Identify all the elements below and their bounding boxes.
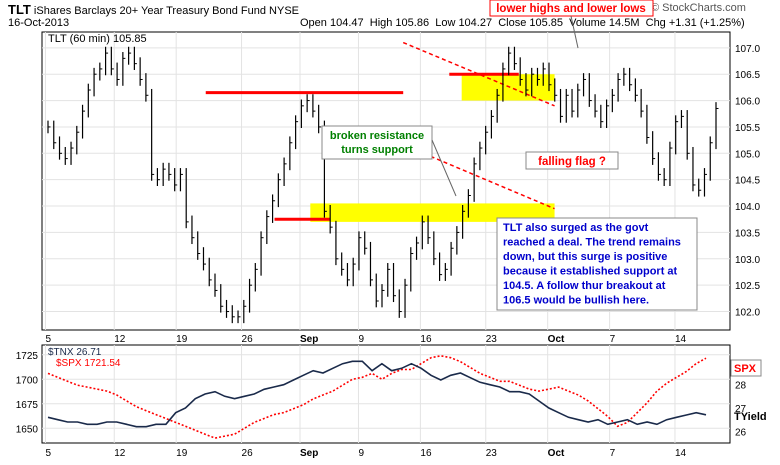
spx-legend: $SPX 1721.54 [56, 358, 121, 369]
low-value: Low 104.27 [435, 17, 493, 29]
lower-x-tick-label: 5 [45, 448, 51, 459]
y-tick-label: 104.5 [735, 176, 760, 187]
fund-name: iShares Barclays 20+ Year Treasury Bond … [33, 5, 266, 17]
symbol: TLT [8, 2, 31, 17]
callout-box-commentary [496, 217, 698, 311]
main-legend: TLT (60 min) 105.85 [48, 33, 147, 45]
lower-left-tick: 1675 [16, 400, 39, 411]
x-tick-label: 19 [176, 334, 188, 345]
commentary-line: 106.5 would be bullish here. [503, 295, 649, 307]
y-tick-label: 104.0 [735, 202, 760, 213]
callout-box-falling-flag [525, 151, 619, 170]
x-tick-label: Sep [300, 334, 318, 345]
x-tick-label: 9 [358, 334, 364, 345]
support-zone [461, 74, 555, 101]
lower-left-tick: 1700 [16, 375, 39, 386]
price-series [47, 46, 719, 324]
commentary-line: because it established support at [503, 266, 678, 278]
lower-x-tick-label: 9 [358, 448, 364, 459]
x-tick-label: 23 [486, 334, 498, 345]
x-tick-label: 16 [420, 334, 432, 345]
high-value: High 105.86 [369, 17, 430, 29]
x-tick-label: 5 [45, 334, 51, 345]
lower-left-tick: 1725 [16, 351, 39, 362]
tnx-line [47, 360, 707, 428]
y-tick-label: 102.0 [735, 308, 760, 319]
lower-x-tick-label: 14 [675, 448, 687, 459]
tnx-legend: $TNX 26.71 [48, 347, 102, 358]
y-tick-label: 102.5 [735, 281, 760, 292]
lower-panel-frame [41, 344, 731, 444]
lower-x-tick-label: Oct [548, 448, 565, 459]
lower-x-tick-label: 23 [486, 448, 498, 459]
spx-line [47, 354, 707, 439]
support-zone [310, 203, 555, 222]
callout-lower-highs: lower highs and lower lows [496, 3, 646, 15]
lower-x-tick-label: 26 [242, 448, 254, 459]
callout-falling-flag: falling flag ? [538, 156, 606, 168]
support-zones [310, 74, 555, 222]
lower-right-tick: 28 [735, 381, 747, 392]
spx-right-label: SPX [734, 363, 757, 375]
lower-ticks: 1650 1675 1700 1725 26 27 28 5 12 19 26 Sep 9 16 23 Oct… [16, 351, 767, 459]
lower-x-tick-label: Sep [300, 448, 318, 459]
tyield-right-label: TYield [734, 411, 767, 423]
y-tick-label: 106.5 [735, 70, 760, 81]
x-tick-label: 14 [675, 334, 687, 345]
commentary-line: TLT also surged as the govt [503, 222, 649, 234]
x-tick-label: 7 [610, 334, 616, 345]
x-tick-label: Oct [548, 334, 565, 345]
annotations: lower highs and lower lows broken resista… [321, 0, 698, 311]
watermark: © StockCharts.com [651, 2, 746, 14]
commentary-line: down, but this surge is positive [503, 251, 667, 263]
ohlc-row: Open 104.47 High 105.86 Low 104.27 Close… [300, 17, 745, 29]
y-tick-label: 105.5 [735, 123, 760, 134]
callout-broken-resistance-line: turns support [341, 144, 413, 156]
change-value: Chg +1.31 (+1.25%) [645, 17, 745, 29]
commentary-line: 104.5. A follow thur breakout at [503, 280, 666, 292]
lower-x-tick-label: 19 [176, 448, 188, 459]
main-x-ticks: 5 12 19 26 Sep 9 16 23 Oct 7 14 [45, 334, 686, 345]
x-tick-label: 26 [242, 334, 254, 345]
y-tick-label: 107.0 [735, 44, 760, 55]
callout-pointer [431, 139, 457, 197]
y-tick-label: 105.0 [735, 149, 760, 160]
callout-pointer [570, 15, 579, 49]
callout-broken-resistance-line: broken resistance [330, 130, 424, 142]
y-tick-label: 103.5 [735, 228, 760, 239]
chart-date: 16-Oct-2013 [8, 17, 70, 29]
lower-right-tick: 27 [735, 404, 747, 415]
volume-value: Volume 14.5M [569, 17, 640, 29]
chart-header-row: TLT iShares Barclays 20+ Year Treasury B… [8, 2, 299, 17]
main-y-ticks: 102.0 102.5 103.0 103.5 104.0 104.5 105.0 105.5… [735, 44, 760, 319]
close-value: Close 105.85 [498, 17, 564, 29]
falling-flag-line [402, 41, 555, 107]
open-value: Open 104.47 [300, 17, 364, 29]
y-tick-label: 106.0 [735, 97, 760, 108]
lower-x-tick-label: 16 [420, 448, 432, 459]
lower-right-tick: 26 [735, 427, 747, 438]
lower-series [47, 354, 707, 439]
y-tick-label: 103.0 [735, 255, 760, 266]
lower-left-tick: 1650 [16, 424, 39, 435]
spx-right-label-box [730, 359, 762, 377]
lower-x-tick-label: 7 [610, 448, 616, 459]
commentary-line: reached a deal. The trend remains [503, 237, 681, 249]
exchange: NYSE [269, 5, 300, 17]
callout-box-broken-resistance [321, 125, 433, 160]
x-tick-label: 12 [114, 334, 126, 345]
lower-x-tick-label: 12 [114, 448, 126, 459]
